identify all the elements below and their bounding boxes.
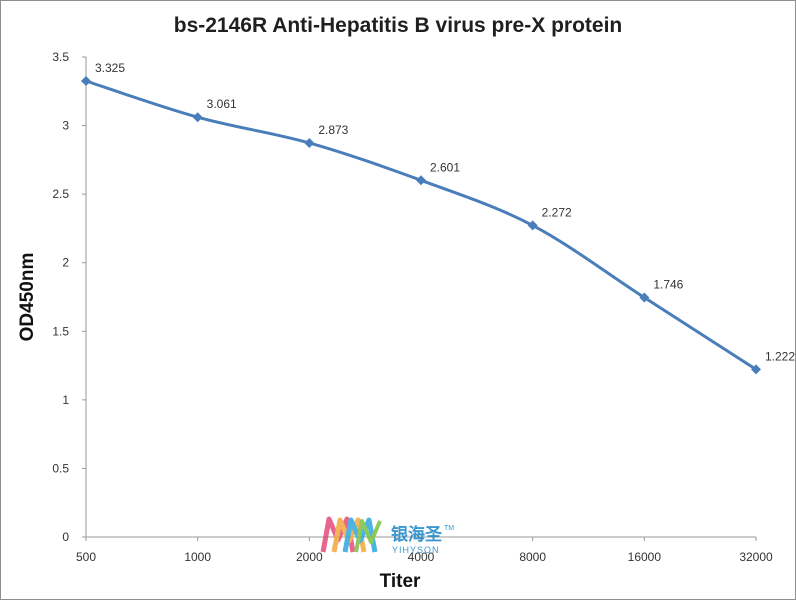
y-tick-label: 2.5 bbox=[52, 187, 69, 201]
watermark-logo: 银海圣 TM YIHYSON bbox=[320, 516, 454, 555]
y-tick-label: 3 bbox=[62, 119, 69, 133]
x-tick-label: 2000 bbox=[296, 550, 323, 564]
data-label: 2.601 bbox=[430, 160, 460, 174]
series-line bbox=[84, 79, 758, 371]
data-point-marker bbox=[751, 364, 761, 375]
y-axis-title: OD450nm bbox=[17, 253, 38, 342]
data-point-marker bbox=[192, 112, 203, 123]
y-tick-label: 0.5 bbox=[52, 461, 69, 475]
y-tick-label: 3.5 bbox=[52, 50, 69, 64]
data-point-marker bbox=[304, 137, 315, 148]
watermark-name-cn: 银海圣 bbox=[391, 524, 443, 545]
data-label: 2.873 bbox=[318, 123, 348, 137]
watermark-name-en: YIHYSON bbox=[392, 545, 440, 555]
x-tick-label: 4000 bbox=[408, 550, 435, 564]
logo-mark-icon bbox=[320, 516, 382, 553]
y-tick-label: 2 bbox=[62, 256, 69, 270]
data-point-marker bbox=[81, 76, 91, 86]
data-point-marker bbox=[639, 292, 650, 303]
x-axis-title: Titer bbox=[380, 571, 421, 592]
chart-title: bs-2146R Anti-Hepatitis B virus pre-X pr… bbox=[174, 14, 622, 37]
data-point-marker bbox=[527, 220, 538, 231]
data-label: 2.272 bbox=[542, 205, 572, 219]
data-label: 3.325 bbox=[95, 61, 125, 75]
watermark-trademark: TM bbox=[444, 525, 454, 532]
y-tick-label: 0 bbox=[62, 530, 69, 544]
x-tick-label: 16000 bbox=[628, 550, 662, 564]
x-tick-label: 500 bbox=[76, 550, 96, 564]
x-tick-label: 32000 bbox=[739, 550, 773, 564]
x-tick-label: 8000 bbox=[519, 550, 546, 564]
x-tick-label: 1000 bbox=[184, 550, 211, 564]
y-tick-label: 1 bbox=[62, 393, 69, 407]
data-point-marker bbox=[416, 175, 426, 186]
data-label: 1.222 bbox=[765, 349, 795, 363]
y-tick-label: 1.5 bbox=[52, 324, 69, 338]
data-label: 1.746 bbox=[653, 278, 683, 292]
data-label: 3.061 bbox=[207, 97, 237, 111]
